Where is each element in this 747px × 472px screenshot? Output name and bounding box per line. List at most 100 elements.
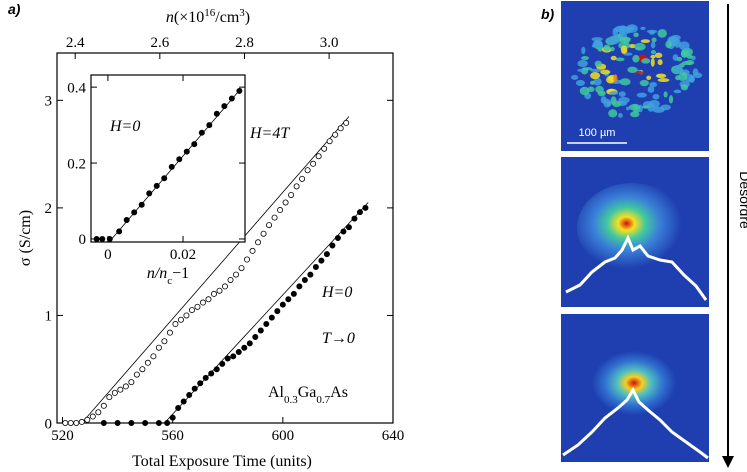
speckle-dot	[625, 106, 630, 111]
speckle-dot	[674, 64, 683, 73]
data-point	[321, 145, 328, 152]
label-part: As	[330, 384, 348, 401]
data-point	[180, 398, 187, 405]
speckle-dot	[636, 92, 647, 98]
profile	[565, 234, 708, 301]
speckle-dot	[610, 46, 615, 52]
y-tick-label: 0	[45, 416, 53, 432]
data-point	[116, 228, 123, 235]
label-part: 16	[204, 7, 216, 19]
speckle-dot	[647, 86, 655, 93]
data-point	[176, 156, 183, 163]
data-point	[155, 344, 162, 351]
data-point	[146, 190, 153, 197]
speckle-dot	[678, 41, 690, 51]
data-point	[93, 235, 100, 242]
data-point	[186, 392, 193, 399]
speckle-dot	[581, 46, 586, 55]
data-point	[290, 290, 297, 297]
speckle-dot	[680, 49, 689, 58]
data-point	[299, 175, 306, 182]
x2-tick-label: 2.6	[150, 35, 169, 51]
speckle-dot	[579, 86, 590, 96]
data-point	[235, 349, 242, 356]
data-point	[138, 201, 145, 208]
data-point	[106, 394, 113, 401]
speckle-dot	[590, 71, 601, 80]
label-part: )	[245, 9, 250, 26]
speckle-dot	[620, 45, 628, 54]
data-point	[260, 230, 267, 237]
speckle-dot	[656, 73, 667, 79]
data-point	[191, 141, 198, 148]
data-point	[318, 257, 325, 264]
data-point	[128, 379, 135, 386]
data-point	[139, 366, 146, 373]
data-point	[198, 129, 205, 136]
label-part: 0.3	[284, 394, 298, 406]
speckle-dot	[674, 38, 681, 48]
panel-label: b)	[541, 6, 555, 22]
data-point	[227, 276, 234, 283]
data-point	[236, 87, 243, 94]
data-point	[166, 329, 173, 336]
speckle-dot	[649, 30, 655, 35]
data-point	[216, 287, 223, 294]
x-tick-label: 640	[382, 428, 405, 444]
data-point	[202, 374, 209, 381]
speckle-dot	[570, 75, 579, 80]
fit-line	[81, 116, 350, 424]
y-axis-label: σ (S/cm)	[17, 210, 34, 266]
speckle-dot	[610, 55, 617, 61]
panel-label: a)	[8, 1, 21, 17]
data-point	[221, 103, 228, 110]
data-point	[144, 359, 151, 366]
data-point	[95, 409, 102, 416]
data-point	[199, 299, 206, 306]
data-point	[175, 404, 182, 411]
data-point	[99, 235, 106, 242]
data-point	[301, 276, 308, 283]
y-tick-label: 0	[79, 232, 87, 248]
data-point	[304, 167, 311, 174]
x2-tick-label: 2.8	[235, 35, 254, 51]
data-point	[356, 209, 363, 216]
data-point	[332, 131, 339, 138]
data-point	[172, 321, 179, 328]
data-point	[131, 209, 138, 216]
speckle-dot	[640, 26, 646, 30]
data-point	[197, 380, 204, 387]
speckle-dot	[652, 93, 660, 100]
speckle-dot	[589, 80, 595, 85]
y-tick-label: 2	[45, 201, 53, 217]
annotation: T→0	[322, 330, 355, 347]
axis-label: Al0.3Ga0.7As	[268, 384, 348, 406]
x-tick-label: 600	[272, 428, 295, 444]
speckle-dot	[693, 72, 703, 79]
data-point	[343, 119, 350, 126]
data-point	[323, 251, 330, 258]
data-point	[205, 296, 212, 303]
y-tick-label: 0.2	[67, 156, 86, 172]
axis-label: n/nc−1	[147, 265, 189, 287]
data-point	[249, 247, 256, 254]
speckle-dot	[603, 44, 611, 52]
data-point	[345, 224, 352, 231]
data-point	[315, 153, 322, 160]
speckle-dot	[673, 89, 682, 94]
speckle-dot	[597, 91, 606, 97]
speckle-dot	[639, 79, 649, 87]
fit-line	[164, 202, 369, 424]
speckle-dot	[627, 66, 638, 73]
x-tick-label: 0.02	[170, 247, 196, 263]
speckle-dot	[619, 78, 631, 86]
data-point	[213, 366, 220, 373]
speckle-dot	[680, 84, 689, 91]
data-point	[310, 160, 317, 167]
speckle-dot	[657, 59, 663, 66]
label-part: n/n	[147, 265, 167, 282]
speckle-dot	[591, 37, 603, 42]
data-point	[277, 207, 284, 214]
data-point	[153, 182, 160, 189]
speckle-dot	[646, 75, 652, 80]
